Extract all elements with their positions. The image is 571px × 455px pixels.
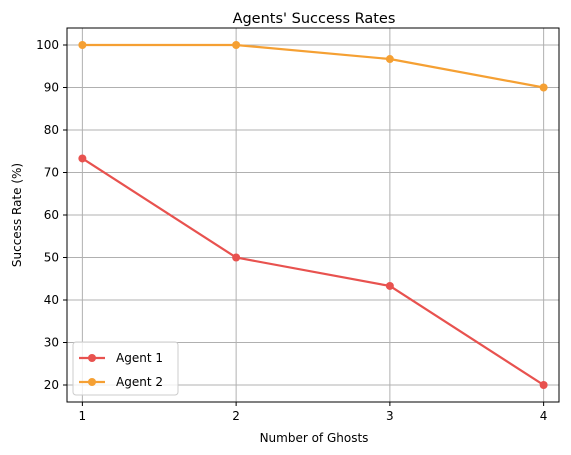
data-point-series-2 — [385, 55, 394, 64]
legend: Agent 1 Agent 2 — [72, 341, 179, 396]
y-tick-label: 80 — [44, 123, 59, 137]
x-axis-label: Number of Ghosts — [260, 431, 369, 445]
data-point-series-1 — [539, 381, 548, 389]
y-tick-label: 60 — [44, 208, 59, 222]
data-point-series-1 — [385, 281, 394, 290]
x-tick-label: 1 — [79, 409, 87, 423]
series-layer — [78, 41, 548, 389]
y-tick-label: 50 — [44, 251, 59, 265]
legend-swatch-marker — [88, 354, 96, 362]
chart-title: Agents' Success Rates — [233, 11, 396, 27]
data-point-series-2 — [78, 41, 87, 49]
data-point-series-2 — [539, 83, 548, 92]
y-tick-label: 90 — [44, 81, 59, 95]
y-tick-label: 30 — [44, 336, 59, 350]
y-axis-label: Success Rate (%) — [10, 163, 24, 267]
y-axis: 20 30 40 50 60 70 80 90 100 — [36, 38, 67, 392]
y-tick-label: 100 — [36, 38, 59, 52]
x-axis: 1 2 3 4 — [79, 402, 548, 423]
data-point-series-2 — [232, 41, 241, 49]
x-tick-label: 4 — [540, 409, 548, 423]
x-tick-label: 2 — [232, 409, 240, 423]
x-tick-label: 3 — [386, 409, 394, 423]
legend-label: Agent 1 — [116, 351, 163, 365]
legend-swatch-marker — [88, 378, 96, 386]
y-tick-label: 20 — [44, 378, 59, 392]
y-tick-label: 40 — [44, 293, 59, 307]
data-point-series-1 — [78, 154, 87, 163]
series-line-2 — [82, 43, 544, 89]
y-tick-label: 70 — [44, 166, 59, 180]
series-line-1 — [81, 157, 545, 386]
legend-label: Agent 2 — [116, 375, 163, 389]
data-point-series-1 — [232, 253, 241, 262]
